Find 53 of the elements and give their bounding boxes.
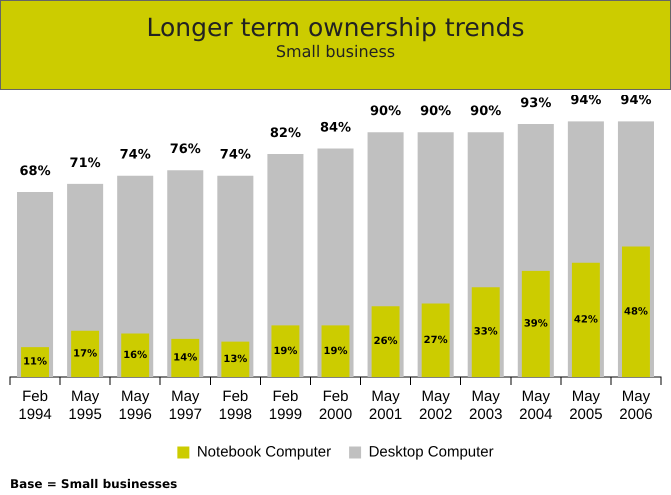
data-label: 19% bbox=[273, 346, 298, 357]
bar bbox=[322, 325, 350, 377]
x-tick-label: May 1997 bbox=[168, 388, 202, 424]
bar bbox=[71, 330, 100, 377]
data-label: 16% bbox=[123, 350, 148, 361]
bar bbox=[422, 304, 450, 377]
bar bbox=[372, 306, 400, 377]
x-tick-label: May 2004 bbox=[519, 388, 552, 424]
x-tick-label: Feb 1994 bbox=[18, 388, 52, 424]
data-label: 90% bbox=[420, 104, 452, 120]
bar bbox=[221, 342, 250, 377]
data-label: 74% bbox=[120, 148, 151, 163]
data-label: 71% bbox=[70, 156, 101, 171]
x-tick-label: May 2002 bbox=[418, 388, 452, 424]
x-tick-label: May 2003 bbox=[469, 388, 502, 424]
x-tick-label: Feb 2000 bbox=[318, 388, 352, 424]
x-tick-label: May 1995 bbox=[68, 388, 102, 424]
data-label: 26% bbox=[374, 336, 398, 348]
data-label: 76% bbox=[170, 142, 201, 158]
bar bbox=[472, 287, 500, 377]
text: Base = Small businesses bbox=[10, 477, 178, 491]
data-label: 14% bbox=[173, 352, 198, 364]
data-label: 74% bbox=[220, 148, 251, 163]
legend-label: Desktop Computer bbox=[368, 444, 494, 461]
x-tick-label: May 2005 bbox=[569, 388, 603, 424]
bar bbox=[121, 333, 150, 377]
x-tick-label: May 2006 bbox=[619, 388, 653, 424]
bar bbox=[522, 270, 550, 377]
data-label: 82% bbox=[270, 126, 301, 141]
data-label: 90% bbox=[470, 104, 502, 120]
data-label: 48% bbox=[624, 306, 648, 318]
data-label: 39% bbox=[524, 318, 548, 330]
x-tick-label: May 1996 bbox=[118, 388, 152, 424]
bar bbox=[271, 325, 300, 377]
data-label: 68% bbox=[19, 164, 51, 179]
bar bbox=[622, 246, 650, 377]
data-label: 90% bbox=[370, 104, 402, 120]
bar bbox=[572, 262, 600, 377]
legend-label: Notebook Computer bbox=[196, 444, 332, 461]
data-label: 42% bbox=[574, 314, 598, 326]
data-label: 19% bbox=[324, 346, 348, 357]
chart-subtitle: Small business bbox=[274, 42, 396, 61]
chart-title: Longer term ownership trends bbox=[146, 13, 526, 42]
x-tick-label: Feb 1999 bbox=[268, 388, 302, 424]
data-label: 27% bbox=[424, 334, 448, 346]
data-label: 11% bbox=[23, 356, 48, 368]
data-label: 93% bbox=[520, 96, 552, 111]
data-label: 84% bbox=[320, 120, 352, 136]
data-label: 13% bbox=[223, 354, 248, 365]
data-label: 17% bbox=[73, 348, 98, 360]
x-tick-label: May 2001 bbox=[368, 388, 402, 424]
data-label: 33% bbox=[474, 326, 498, 338]
x-tick-label: Feb 1998 bbox=[218, 388, 252, 424]
